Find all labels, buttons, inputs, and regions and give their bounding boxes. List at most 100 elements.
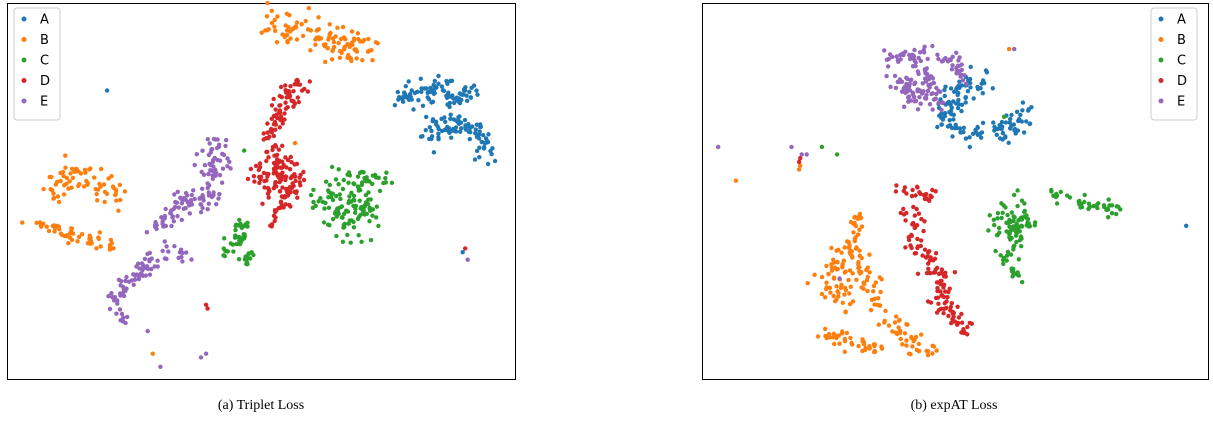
data-point (326, 222, 331, 227)
data-point (233, 227, 238, 233)
data-point (454, 118, 459, 123)
data-point (362, 175, 367, 181)
data-point (918, 101, 923, 106)
data-point (370, 181, 375, 187)
data-point (299, 88, 305, 93)
data-point (1065, 193, 1070, 198)
data-point (430, 119, 435, 124)
data-point (448, 78, 453, 84)
data-point (994, 132, 999, 137)
data-point (216, 142, 222, 147)
data-point (357, 170, 363, 175)
data-point (115, 301, 120, 306)
data-point (946, 313, 951, 319)
data-point (937, 113, 942, 118)
data-point (175, 189, 180, 194)
data-point (963, 81, 969, 87)
data-point (1004, 229, 1009, 234)
data-point (1026, 221, 1031, 226)
data-point (162, 214, 168, 219)
data-point (947, 286, 952, 291)
data-point (207, 161, 212, 167)
data-point (1049, 189, 1054, 194)
data-point (837, 341, 842, 346)
data-point (210, 168, 215, 173)
data-point (477, 155, 482, 160)
data-point (922, 247, 928, 252)
data-point (231, 249, 236, 254)
data-point (374, 204, 379, 209)
data-point (367, 179, 372, 184)
data-point (854, 277, 859, 282)
data-point (926, 266, 931, 271)
data-point (933, 96, 938, 101)
data-point (265, 149, 270, 155)
data-point (49, 174, 54, 180)
data-point (992, 128, 997, 133)
data-point (313, 203, 318, 208)
data-point (351, 181, 356, 186)
data-point (930, 91, 935, 96)
data-point (942, 111, 948, 116)
data-point (849, 253, 855, 259)
data-point (175, 214, 180, 219)
data-point (927, 85, 932, 90)
data-point (381, 180, 386, 186)
data-point (418, 76, 423, 82)
data-point (288, 204, 293, 209)
data-point (353, 210, 358, 215)
data-point (242, 148, 247, 153)
data-point (957, 55, 962, 60)
data-point (445, 81, 450, 87)
data-point (282, 117, 287, 122)
data-point (359, 239, 364, 244)
data-point (473, 131, 478, 136)
data-point (274, 208, 279, 213)
data-point (169, 223, 174, 229)
data-point (56, 199, 62, 205)
data-point (923, 195, 928, 200)
data-point (998, 253, 1003, 258)
data-point (206, 190, 211, 195)
data-point (383, 176, 388, 181)
data-point (930, 43, 935, 49)
data-point (279, 203, 284, 208)
data-point (69, 185, 74, 190)
data-point (916, 71, 921, 77)
data-point (39, 224, 44, 229)
data-point (1106, 215, 1111, 220)
data-point (237, 242, 243, 247)
data-point (265, 136, 271, 141)
data-point (996, 225, 1002, 231)
data-point (344, 208, 349, 213)
data-point (324, 179, 329, 184)
data-point (468, 95, 474, 100)
data-point (200, 205, 205, 211)
data-point (228, 241, 233, 246)
data-point (273, 107, 278, 112)
data-point (948, 57, 953, 63)
data-point (913, 63, 918, 69)
data-point (910, 344, 915, 349)
data-point (244, 259, 250, 265)
data-point (313, 42, 318, 47)
data-point (872, 302, 877, 307)
data-point (897, 330, 903, 336)
data-point (102, 199, 107, 205)
data-point (1016, 257, 1021, 262)
data-point (888, 84, 893, 90)
data-point (963, 95, 968, 101)
data-point (842, 270, 847, 275)
data-point (223, 137, 229, 143)
data-point (154, 226, 159, 232)
data-point (305, 89, 311, 94)
data-point (429, 88, 434, 94)
data-point (913, 334, 919, 340)
data-point (1003, 120, 1009, 125)
plot-frame (7, 3, 516, 380)
data-point (69, 166, 75, 171)
data-point (265, 130, 270, 135)
data-point (925, 56, 930, 62)
data-point (332, 211, 338, 216)
data-point (119, 311, 125, 317)
